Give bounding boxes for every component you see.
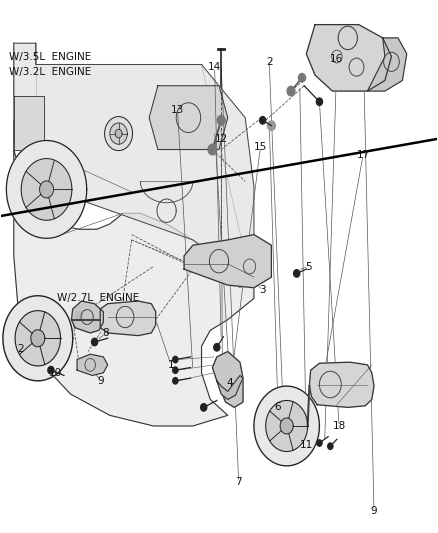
Polygon shape	[212, 352, 243, 407]
Text: 13: 13	[171, 104, 184, 115]
Polygon shape	[21, 159, 72, 220]
Polygon shape	[266, 400, 307, 451]
Text: 10: 10	[49, 368, 62, 378]
Circle shape	[75, 311, 82, 320]
Polygon shape	[280, 418, 293, 434]
Polygon shape	[306, 25, 392, 91]
Text: 9: 9	[371, 506, 377, 516]
Text: 18: 18	[332, 421, 346, 431]
Text: 11: 11	[300, 440, 313, 450]
Circle shape	[48, 367, 54, 374]
Polygon shape	[100, 301, 155, 336]
Polygon shape	[110, 123, 127, 144]
Circle shape	[316, 98, 322, 106]
Polygon shape	[77, 354, 108, 375]
Polygon shape	[149, 86, 228, 150]
Circle shape	[268, 121, 276, 131]
Circle shape	[92, 338, 98, 346]
Text: 2: 2	[17, 344, 24, 354]
Circle shape	[293, 270, 300, 277]
Polygon shape	[71, 301, 103, 333]
Text: 3: 3	[259, 286, 266, 295]
Circle shape	[328, 443, 333, 449]
Text: 17: 17	[357, 150, 370, 160]
Text: 14: 14	[208, 62, 221, 72]
Circle shape	[214, 344, 220, 351]
Text: 12: 12	[215, 134, 228, 144]
Polygon shape	[14, 96, 44, 150]
Circle shape	[201, 403, 207, 411]
Text: 1: 1	[168, 360, 174, 370]
Text: 6: 6	[275, 402, 281, 413]
Circle shape	[173, 377, 178, 384]
Polygon shape	[184, 235, 272, 288]
Polygon shape	[309, 362, 374, 407]
Text: W/3.2L  ENGINE: W/3.2L ENGINE	[10, 68, 92, 77]
Polygon shape	[39, 181, 53, 198]
Circle shape	[287, 86, 295, 96]
Text: 2: 2	[266, 57, 272, 67]
Polygon shape	[217, 375, 243, 399]
Text: W/3.5L  ENGINE: W/3.5L ENGINE	[10, 52, 92, 61]
Circle shape	[298, 74, 305, 82]
Polygon shape	[3, 296, 73, 381]
Polygon shape	[7, 141, 87, 238]
Polygon shape	[254, 386, 319, 466]
Polygon shape	[14, 43, 254, 266]
Polygon shape	[31, 330, 45, 347]
Text: 4: 4	[226, 378, 233, 389]
Polygon shape	[14, 43, 254, 426]
Polygon shape	[15, 311, 60, 366]
Text: 7: 7	[235, 477, 242, 487]
Circle shape	[173, 357, 178, 363]
Circle shape	[173, 367, 178, 373]
Polygon shape	[115, 130, 122, 138]
Text: 5: 5	[305, 262, 312, 271]
Circle shape	[260, 117, 266, 124]
Circle shape	[217, 116, 225, 125]
Text: 8: 8	[102, 328, 109, 338]
Text: 16: 16	[330, 54, 343, 64]
Circle shape	[317, 440, 322, 446]
Text: W/2.7L  ENGINE: W/2.7L ENGINE	[57, 293, 140, 303]
Text: 9: 9	[98, 376, 104, 386]
Polygon shape	[367, 38, 407, 91]
Circle shape	[208, 144, 217, 155]
Polygon shape	[105, 117, 133, 151]
Text: 15: 15	[254, 142, 267, 152]
